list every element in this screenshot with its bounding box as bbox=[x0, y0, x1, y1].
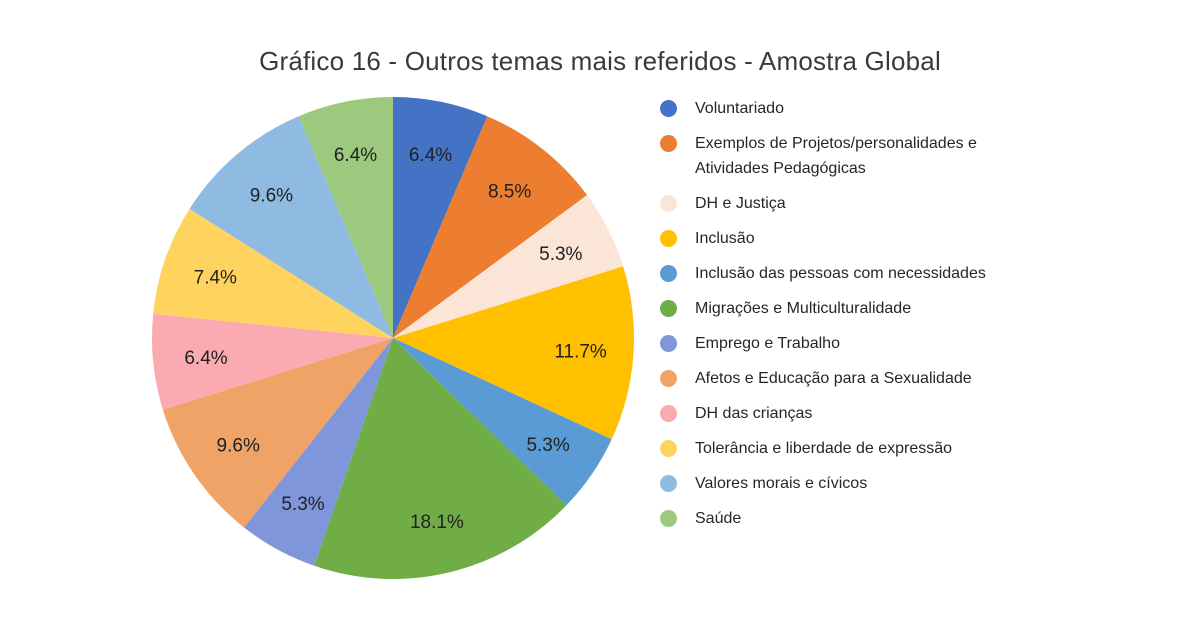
legend-marker-icon bbox=[660, 265, 677, 282]
pie-slice-2 bbox=[393, 195, 624, 338]
legend-item-label: Afetos e Educação para a Sexualidade bbox=[695, 370, 972, 387]
pie-slice-9 bbox=[153, 208, 393, 338]
legend-item-label: Migrações e Multiculturalidade bbox=[695, 300, 912, 317]
legend-marker-icon bbox=[660, 300, 677, 317]
legend-item-voluntariado: Voluntariado bbox=[660, 96, 1140, 121]
legend-item-dh-das-criancas: DH das crianças bbox=[660, 401, 1140, 426]
pie-slice-label-11: 6.4% bbox=[334, 145, 377, 166]
pie-slice-label-10: 9.6% bbox=[250, 186, 293, 207]
legend-marker-icon bbox=[660, 195, 677, 212]
legend-item-dh-e-justica: DH e Justiça bbox=[660, 191, 1140, 216]
legend-item-valores-morais: Valores morais e cívicos bbox=[660, 471, 1140, 496]
legend-item-saude: Saúde bbox=[660, 506, 1140, 531]
legend-item-tolerancia: Tolerância e liberdade de expressão bbox=[660, 436, 1140, 461]
legend-marker-icon bbox=[660, 475, 677, 492]
legend-item-label: DH das crianças bbox=[695, 405, 813, 422]
pie-slice-label-6: 5.3% bbox=[281, 494, 324, 515]
legend-item-inclusao-das-pessoas: Inclusão das pessoas com necessidades bbox=[660, 261, 1140, 286]
legend-marker-icon bbox=[660, 510, 677, 527]
legend-marker-icon bbox=[660, 230, 677, 247]
legend-marker-icon bbox=[660, 440, 677, 457]
legend-item-label: Inclusão bbox=[695, 230, 755, 247]
legend-item-label: Tolerância e liberdade de expressão bbox=[695, 440, 953, 457]
pie-slice-label-0: 6.4% bbox=[409, 145, 452, 166]
legend-item-label: Saúde bbox=[695, 510, 742, 527]
pie-slice-4 bbox=[393, 338, 612, 506]
pie-slice-11 bbox=[298, 96, 393, 338]
legend-marker-icon bbox=[660, 135, 677, 152]
pie-slice-label-2: 5.3% bbox=[539, 244, 582, 265]
pie-slice-0 bbox=[393, 96, 488, 338]
pie-slice-label-9: 7.4% bbox=[194, 268, 237, 289]
legend-item-label: DH e Justiça bbox=[695, 195, 786, 212]
pie-slice-7 bbox=[162, 338, 393, 528]
legend-item-emprego-e-trabalho: Emprego e Trabalho bbox=[660, 331, 1140, 356]
pie-slice-label-4: 5.3% bbox=[526, 435, 569, 456]
legend-marker-icon bbox=[660, 405, 677, 422]
legend-item-inclusao: Inclusão bbox=[660, 226, 1140, 251]
legend-marker-icon bbox=[660, 100, 677, 117]
chart-title: Gráfico 16 - Outros temas mais referidos… bbox=[259, 46, 941, 76]
legend-marker-icon bbox=[660, 370, 677, 387]
legend-item-afetos-e-educacao: Afetos e Educação para a Sexualidade bbox=[660, 366, 1140, 391]
pie-slice-label-5: 18.1% bbox=[410, 512, 464, 533]
legend: Voluntariado Exemplos de Projetos/person… bbox=[660, 96, 1140, 531]
pie-slice-10 bbox=[189, 116, 393, 338]
legend-item-label: Emprego e Trabalho bbox=[695, 335, 840, 352]
pie-slice-label-1: 8.5% bbox=[488, 182, 531, 203]
pie-slice-6 bbox=[244, 338, 393, 566]
pie-slice-8 bbox=[152, 313, 393, 410]
pie-slice-3 bbox=[393, 266, 634, 440]
legend-item-migracoes: Migrações e Multiculturalidade bbox=[660, 296, 1140, 321]
legend-item-label: Inclusão das pessoas com necessidades bbox=[695, 265, 986, 282]
pie-slice-label-3: 11.7% bbox=[554, 341, 607, 362]
legend-item-label: Exemplos de Projetos/personalidades e At… bbox=[695, 135, 977, 177]
legend-item-exemplos-de-projetos: Exemplos de Projetos/personalidades e At… bbox=[660, 131, 1140, 181]
pie-slice-label-8: 6.4% bbox=[184, 348, 227, 369]
pie-slice-5 bbox=[314, 338, 567, 579]
legend-item-label: Voluntariado bbox=[695, 100, 784, 117]
legend-item-label: Valores morais e cívicos bbox=[695, 475, 868, 492]
legend-marker-icon bbox=[660, 335, 677, 352]
pie-slice-1 bbox=[393, 116, 588, 338]
pie-slice-label-7: 9.6% bbox=[217, 436, 260, 457]
